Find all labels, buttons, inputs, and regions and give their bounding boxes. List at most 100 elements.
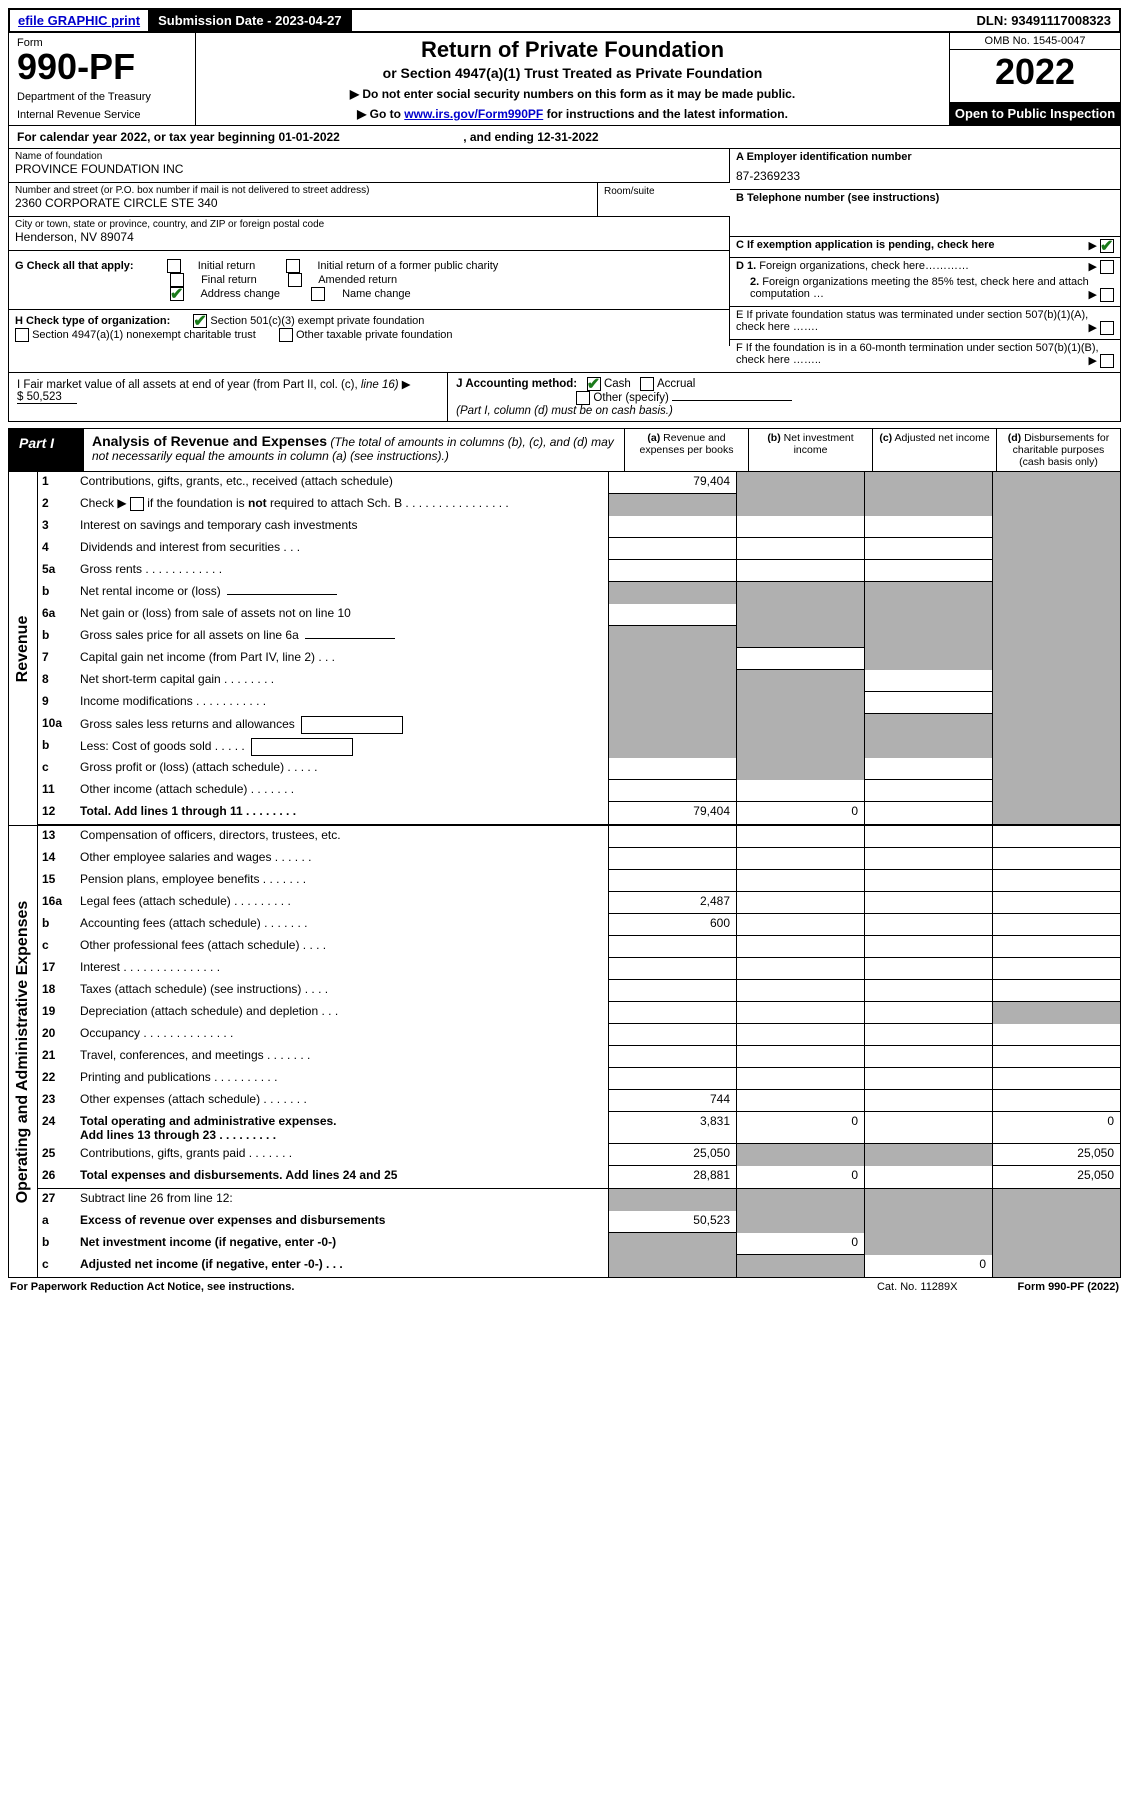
name-change-checkbox[interactable] xyxy=(311,287,325,301)
city-state-zip: Henderson, NV 89074 xyxy=(15,230,723,244)
row-12-b: 0 xyxy=(736,802,864,824)
d2-checkbox[interactable] xyxy=(1100,288,1114,302)
revenue-rows: 1Contributions, gifts, grants, etc., rec… xyxy=(38,472,1120,825)
row-23-a: 744 xyxy=(608,1090,736,1112)
g-opt-final: Final return xyxy=(201,274,257,286)
goto-note: ▶ Go to www.irs.gov/Form990PF for instru… xyxy=(204,107,941,121)
top-bar: efile GRAPHIC print Submission Date - 20… xyxy=(8,8,1121,33)
j-cash-checkbox[interactable] xyxy=(587,377,601,391)
efile-print-link[interactable]: efile GRAPHIC print xyxy=(10,10,150,31)
row-2-desc: Check ▶ if the foundation is not require… xyxy=(76,494,608,516)
j-other-checkbox[interactable] xyxy=(576,391,590,405)
row-7-desc: Capital gain net income (from Part IV, l… xyxy=(76,648,608,670)
row-24-d: 0 xyxy=(992,1112,1120,1144)
initial-return-checkbox[interactable] xyxy=(167,259,181,273)
col-c-head: (c) Adjusted net income xyxy=(872,429,996,471)
j-accrual: Accrual xyxy=(657,378,695,390)
row-14-desc: Other employee salaries and wages . . . … xyxy=(76,848,608,870)
row-17-desc: Interest . . . . . . . . . . . . . . . xyxy=(76,958,608,980)
j-other: Other (specify) xyxy=(593,392,668,404)
room-label: Room/suite xyxy=(604,186,655,197)
initial-public-checkbox[interactable] xyxy=(286,259,300,273)
form-number: 990-PF xyxy=(17,49,187,85)
row-24-a: 3,831 xyxy=(608,1112,736,1144)
h-opt-501c3: Section 501(c)(3) exempt private foundat… xyxy=(210,315,424,327)
cal-pre: For calendar year 2022, or tax year begi… xyxy=(17,130,278,144)
c-label: C If exemption application is pending, c… xyxy=(736,239,995,251)
row-10b-desc: Less: Cost of goods sold . . . . . xyxy=(76,736,608,758)
submission-date: Submission Date - 2023-04-27 xyxy=(150,10,352,31)
ein-label: A Employer identification number xyxy=(736,151,1114,163)
i-cell: I Fair market value of all assets at end… xyxy=(9,373,448,421)
row-16c-desc: Other professional fees (attach schedule… xyxy=(76,936,608,958)
dept-treasury: Department of the Treasury xyxy=(17,91,187,103)
cal-mid: , and ending xyxy=(463,130,537,144)
h-label: H Check type of organization: xyxy=(15,315,170,327)
row-9-desc: Income modifications . . . . . . . . . .… xyxy=(76,692,608,714)
expenses-vert-label: Operating and Administrative Expenses xyxy=(9,826,38,1277)
entity-left: Name of foundation PROVINCE FOUNDATION I… xyxy=(9,149,730,372)
j-other-line xyxy=(672,400,792,401)
col-d-head: (d) Disbursements for charitable purpose… xyxy=(996,429,1120,471)
schb-checkbox[interactable] xyxy=(130,497,144,511)
row-25-desc: Contributions, gifts, grants paid . . . … xyxy=(76,1144,608,1166)
part1-label: Part I xyxy=(9,429,84,471)
col-a-head: (a) Revenue and expenses per books xyxy=(624,429,748,471)
row-15-desc: Pension plans, employee benefits . . . .… xyxy=(76,870,608,892)
row-1-desc: Contributions, gifts, grants, etc., rece… xyxy=(76,472,608,494)
g-label: G Check all that apply: xyxy=(15,260,134,272)
amended-checkbox[interactable] xyxy=(288,273,302,287)
row-12-desc: Total. Add lines 1 through 11 . . . . . … xyxy=(76,802,608,824)
header-right: OMB No. 1545-0047 2022 Open to Public In… xyxy=(949,33,1120,125)
i-line16: line 16) xyxy=(361,379,399,391)
row-18-desc: Taxes (attach schedule) (see instruction… xyxy=(76,980,608,1002)
ssn-note: ▶ Do not enter social security numbers o… xyxy=(204,87,941,101)
revenue-section: Revenue 1Contributions, gifts, grants, e… xyxy=(8,472,1121,826)
row-4-desc: Dividends and interest from securities .… xyxy=(76,538,608,560)
row-10a-desc: Gross sales less returns and allowances xyxy=(76,714,608,736)
header-left: Form 990-PF Department of the Treasury I… xyxy=(9,33,196,125)
part1-title-text: Analysis of Revenue and Expenses xyxy=(92,433,327,449)
tax-year: 2022 xyxy=(950,50,1120,102)
addr-label: Number and street (or P.O. box number if… xyxy=(15,185,591,196)
h-other-checkbox[interactable] xyxy=(279,328,293,342)
tax-end: 12-31-2022 xyxy=(537,130,598,144)
row-19-desc: Depreciation (attach schedule) and deple… xyxy=(76,1002,608,1024)
e-cell: E If private foundation status was termi… xyxy=(730,307,1120,340)
form990pf-link[interactable]: www.irs.gov/Form990PF xyxy=(404,107,543,121)
page-footer: For Paperwork Reduction Act Notice, see … xyxy=(8,1278,1121,1296)
room-suite: Room/suite xyxy=(598,183,730,217)
row-16a-a: 2,487 xyxy=(608,892,736,914)
h-501c3-checkbox[interactable] xyxy=(193,314,207,328)
row-24-desc: Total operating and administrative expen… xyxy=(76,1112,608,1144)
address-change-checkbox[interactable] xyxy=(170,287,184,301)
row-1-a: 79,404 xyxy=(608,472,736,494)
header-center: Return of Private Foundation or Section … xyxy=(196,33,949,125)
row-27a-desc: Excess of revenue over expenses and disb… xyxy=(76,1211,608,1233)
row-16b-desc: Accounting fees (attach schedule) . . . … xyxy=(76,914,608,936)
foundation-name: PROVINCE FOUNDATION INC xyxy=(15,162,723,176)
c-pending-checkbox[interactable] xyxy=(1100,239,1114,253)
g-opt-name: Name change xyxy=(342,288,411,300)
row-23-desc: Other expenses (attach schedule) . . . .… xyxy=(76,1090,608,1112)
j-accrual-checkbox[interactable] xyxy=(640,377,654,391)
h-4947-checkbox[interactable] xyxy=(15,328,29,342)
goto-pre: ▶ Go to xyxy=(357,107,404,121)
f-label: F If the foundation is in a 60-month ter… xyxy=(736,342,1099,366)
entity-right: A Employer identification number 87-2369… xyxy=(730,149,1120,372)
entity-info: Name of foundation PROVINCE FOUNDATION I… xyxy=(8,149,1121,373)
row-27b-desc: Net investment income (if negative, ente… xyxy=(76,1233,608,1255)
name-label: Name of foundation xyxy=(15,151,723,162)
phone-cell: B Telephone number (see instructions) xyxy=(730,190,1120,237)
f-checkbox[interactable] xyxy=(1100,354,1114,368)
h-opt-4947: Section 4947(a)(1) nonexempt charitable … xyxy=(32,329,256,341)
e-checkbox[interactable] xyxy=(1100,321,1114,335)
g-opt-address: Address change xyxy=(200,288,280,300)
row-8-desc: Net short-term capital gain . . . . . . … xyxy=(76,670,608,692)
row-20-desc: Occupancy . . . . . . . . . . . . . . xyxy=(76,1024,608,1046)
row-27a-a: 50,523 xyxy=(608,1211,736,1233)
d1-checkbox[interactable] xyxy=(1100,260,1114,274)
tax-begin: 01-01-2022 xyxy=(278,130,339,144)
row-3-desc: Interest on savings and temporary cash i… xyxy=(76,516,608,538)
form-header: Form 990-PF Department of the Treasury I… xyxy=(8,33,1121,126)
